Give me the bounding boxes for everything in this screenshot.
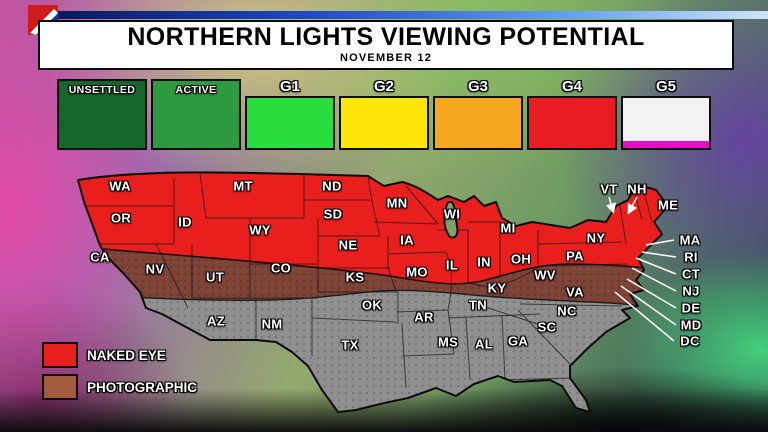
state-label-ia: IA	[400, 232, 414, 248]
scale-label-active: ACTIVE	[175, 84, 217, 96]
state-label-ny: NY	[586, 230, 606, 246]
scale-box-g2	[339, 96, 429, 150]
us-outline	[77, 171, 669, 413]
state-label-nj: NJ	[682, 283, 700, 299]
state-label-id: ID	[178, 214, 192, 230]
scale-col-active: ACTIVE	[151, 79, 241, 150]
scale-col-g3: G3	[433, 79, 523, 150]
state-label-mn: MN	[386, 195, 408, 211]
state-label-al: AL	[475, 336, 493, 352]
state-label-tn: TN	[469, 297, 487, 313]
state-label-vt: VT	[600, 181, 618, 197]
state-label-ks: KS	[345, 269, 365, 285]
scale-box-g5	[621, 96, 711, 150]
scale-col-g4: G4	[527, 79, 617, 150]
scale-g5-accent-strip	[623, 141, 709, 148]
state-label-ri: RI	[684, 249, 698, 265]
state-label-nd: ND	[322, 178, 342, 194]
state-label-ms: MS	[437, 334, 459, 350]
state-label-me: ME	[657, 197, 679, 213]
scale-col-g2: G2	[339, 79, 429, 150]
state-label-oh: OH	[510, 251, 532, 267]
state-label-va: VA	[566, 284, 584, 300]
state-label-mt: MT	[233, 178, 253, 194]
state-label-wv: WV	[534, 267, 556, 283]
scale-label-g5: G5	[655, 78, 676, 95]
state-label-nm: NM	[261, 316, 283, 332]
scale-label-unsettled: UNSETTLED	[68, 84, 136, 96]
us-map	[77, 171, 669, 413]
state-label-ar: AR	[414, 309, 434, 325]
date-subtitle: NOVEMBER 12	[339, 52, 433, 64]
state-label-mo: MO	[406, 264, 428, 280]
state-label-il: IL	[445, 257, 459, 273]
state-label-ky: KY	[487, 280, 507, 296]
legend-label-photographic: PHOTOGRAPHIC	[87, 379, 198, 395]
legend-row-photographic: PHOTOGRAPHIC	[42, 374, 198, 400]
scale-label-g1: G1	[279, 78, 300, 95]
state-label-mi: MI	[500, 220, 516, 236]
state-label-nh: NH	[627, 181, 647, 197]
state-label-az: AZ	[207, 313, 225, 329]
state-label-de: DE	[681, 300, 701, 316]
state-label-ga: GA	[507, 333, 529, 349]
scale-box-unsettled: UNSETTLED	[57, 79, 147, 150]
state-label-co: CO	[270, 260, 292, 276]
state-label-wi: WI	[443, 206, 461, 222]
state-label-pa: PA	[566, 248, 584, 264]
state-label-ma: MA	[679, 232, 701, 248]
state-label-in: IN	[477, 254, 491, 270]
scale-col-g1: G1	[245, 79, 335, 150]
legend-swatch-naked-eye	[42, 342, 78, 368]
state-label-or: OR	[110, 210, 132, 226]
state-label-sc: SC	[537, 319, 557, 335]
scale-label-g3: G3	[467, 78, 488, 95]
state-label-ca: CA	[90, 249, 110, 265]
state-borders	[84, 173, 653, 389]
legend-swatch-photographic	[42, 374, 78, 400]
scale-box-active: ACTIVE	[151, 79, 241, 150]
station-color-bar	[58, 11, 768, 19]
state-label-dc: DC	[680, 333, 700, 349]
scale-box-g4	[527, 96, 617, 150]
state-label-sd: SD	[323, 206, 343, 222]
page-title: NORTHERN LIGHTS VIEWING POTENTIAL	[127, 23, 645, 51]
state-label-wy: WY	[249, 222, 271, 238]
title-banner: NORTHERN LIGHTS VIEWING POTENTIAL NOVEMB…	[38, 20, 734, 70]
state-label-ct: CT	[682, 266, 700, 282]
state-label-ok: OK	[361, 297, 383, 313]
legend-label-naked-eye: NAKED EYE	[87, 347, 166, 363]
scale-box-g1	[245, 96, 335, 150]
boundary-naked-eye	[78, 244, 668, 285]
state-label-ne: NE	[338, 237, 358, 253]
state-label-wa: WA	[109, 178, 131, 194]
boundary-photographic	[78, 289, 649, 307]
state-label-nc: NC	[557, 303, 577, 319]
state-label-tx: TX	[341, 337, 359, 353]
geomagnetic-scale: UNSETTLED ACTIVE G1 G2 G3 G4 G5	[57, 79, 711, 150]
scale-col-unsettled: UNSETTLED	[57, 79, 147, 150]
visibility-legend: NAKED EYE PHOTOGRAPHIC	[42, 342, 198, 407]
state-label-md: MD	[680, 317, 702, 333]
legend-row-naked-eye: NAKED EYE	[42, 342, 197, 368]
scale-col-g5: G5	[621, 79, 711, 150]
scale-label-g2: G2	[373, 78, 394, 95]
scale-box-g3	[433, 96, 523, 150]
scale-label-g4: G4	[561, 78, 582, 95]
state-label-nv: NV	[145, 261, 165, 277]
state-label-ut: UT	[206, 269, 224, 285]
